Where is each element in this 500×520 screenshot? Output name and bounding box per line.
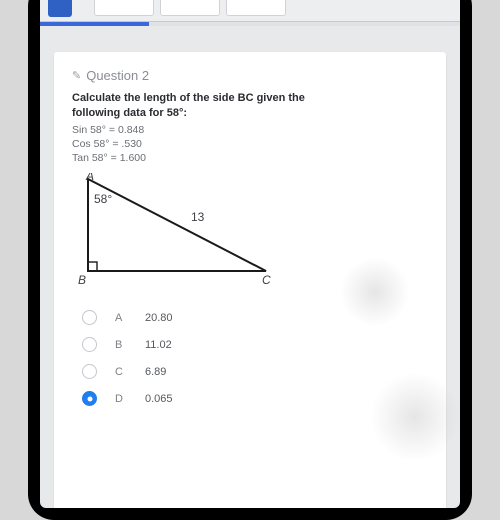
screen: ✎ Question 2 Calculate the length of the… (40, 0, 460, 508)
option-value: 11.02 (145, 339, 172, 351)
prompt-line1: Calculate the length of the side BC give… (72, 92, 305, 104)
option-letter: B (115, 339, 127, 351)
trig-tan: Tan 58° = 1.600 (72, 151, 428, 165)
toolbar-button[interactable] (48, 0, 72, 17)
question-header: ✎ Question 2 (72, 68, 428, 83)
svg-text:13: 13 (191, 210, 205, 224)
option-row[interactable]: D 0.065 (82, 391, 428, 406)
option-letter: D (115, 393, 127, 405)
toolbar (40, 0, 460, 22)
option-letter: C (115, 366, 127, 378)
toolbar-pill[interactable] (94, 0, 154, 16)
option-value: 0.065 (145, 393, 173, 405)
question-prompt: Calculate the length of the side BC give… (72, 91, 428, 121)
radio-button[interactable] (82, 337, 97, 352)
radio-button[interactable] (82, 310, 97, 325)
prompt-line2: following data for 58°: (72, 107, 187, 119)
triangle-figure: A B C 58° 13 (74, 173, 428, 296)
radio-button[interactable] (82, 391, 97, 406)
trig-sin: Sin 58° = 0.848 (72, 123, 428, 137)
option-letter: A (115, 312, 127, 324)
progress-fill (40, 22, 149, 26)
svg-text:A: A (85, 173, 94, 183)
svg-text:58°: 58° (94, 192, 112, 206)
toolbar-pill[interactable] (160, 0, 220, 16)
trig-cos: Cos 58° = .530 (72, 137, 428, 151)
svg-text:B: B (78, 273, 86, 287)
option-row[interactable]: C 6.89 (82, 364, 428, 379)
option-value: 20.80 (145, 312, 173, 324)
options-list: A 20.80 B 11.02 C 6.89 D 0.065 (82, 310, 428, 406)
svg-text:C: C (262, 273, 271, 287)
triangle-svg: A B C 58° 13 (74, 173, 274, 291)
option-row[interactable]: B 11.02 (82, 337, 428, 352)
toolbar-pill[interactable] (226, 0, 286, 16)
question-card: ✎ Question 2 Calculate the length of the… (54, 52, 446, 508)
radio-button[interactable] (82, 364, 97, 379)
tablet-frame: ✎ Question 2 Calculate the length of the… (28, 0, 472, 520)
progress-bar (40, 22, 460, 26)
option-row[interactable]: A 20.80 (82, 310, 428, 325)
question-number: Question 2 (86, 68, 149, 83)
option-value: 6.89 (145, 366, 166, 378)
pencil-icon: ✎ (72, 69, 81, 82)
